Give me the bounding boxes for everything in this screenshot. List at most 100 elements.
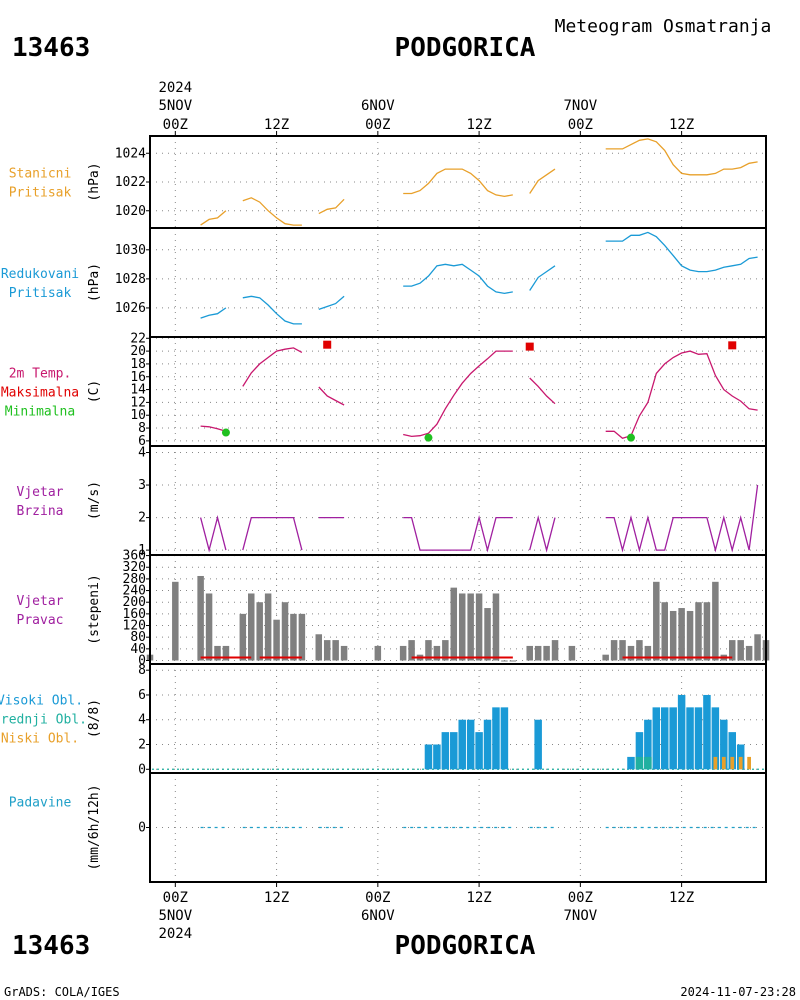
y-tick-label: 1030 bbox=[115, 243, 146, 258]
direction-bar bbox=[450, 587, 458, 661]
direction-bar bbox=[290, 613, 297, 661]
y-tick-label: 1026 bbox=[115, 301, 146, 316]
direction-bar bbox=[728, 640, 736, 661]
tmin-marker bbox=[221, 428, 230, 437]
x-date-label-bottom: 7NOV bbox=[563, 908, 597, 924]
y-axis-label: (hPa) bbox=[87, 162, 102, 201]
high-cloud-bar bbox=[669, 707, 677, 770]
series-line bbox=[403, 168, 513, 198]
direction-bar bbox=[627, 645, 635, 661]
high-cloud-bar bbox=[500, 707, 509, 770]
x-tick-label-top: 00Z bbox=[365, 117, 390, 133]
mid-cloud-bar bbox=[644, 756, 652, 770]
x-date-label-bottom: 6NOV bbox=[361, 908, 395, 924]
direction-bar bbox=[551, 640, 559, 661]
panel-label-line: Maksimalna bbox=[1, 386, 79, 401]
y-axis-label: (8/8) bbox=[87, 699, 102, 738]
y-tick-label: 1022 bbox=[115, 175, 146, 190]
low-cloud-bar bbox=[738, 756, 743, 770]
series-line bbox=[242, 295, 302, 325]
series-line bbox=[529, 515, 556, 553]
low-cloud-bar bbox=[730, 756, 735, 770]
x-tick-label-bottom: 00Z bbox=[163, 890, 188, 906]
station-id-bottom: 13463 bbox=[12, 931, 90, 961]
series-line bbox=[242, 347, 303, 387]
low-cloud-bar bbox=[721, 756, 726, 770]
y-tick-label: 160 bbox=[123, 607, 146, 622]
high-cloud-bar bbox=[458, 719, 466, 770]
direction-bar bbox=[298, 613, 306, 661]
low-cloud-bar bbox=[747, 756, 751, 770]
tmax-marker bbox=[525, 342, 534, 351]
series-line bbox=[529, 265, 556, 291]
series-line bbox=[318, 386, 345, 406]
direction-bar bbox=[509, 660, 517, 662]
y-tick-label: 6 bbox=[138, 434, 146, 449]
direction-bar bbox=[695, 602, 702, 661]
high-cloud-bar bbox=[728, 732, 736, 770]
high-cloud-bar bbox=[644, 719, 652, 770]
x-tick-label-bottom: 12Z bbox=[466, 890, 491, 906]
y-tick-label: 1020 bbox=[115, 204, 146, 219]
high-cloud-bar bbox=[441, 732, 450, 770]
direction-bar bbox=[686, 610, 694, 661]
panel-label-line: Minimalna bbox=[5, 405, 75, 420]
x-tick-label-bottom: 00Z bbox=[365, 890, 390, 906]
high-cloud-bar bbox=[686, 707, 694, 770]
direction-bar bbox=[543, 645, 550, 661]
panel-frame bbox=[149, 227, 767, 338]
direction-bar bbox=[534, 645, 542, 661]
panel-label-line: Pravac bbox=[17, 613, 64, 628]
series-line bbox=[200, 307, 227, 319]
direction-bar bbox=[197, 575, 204, 661]
y-tick-label: 22 bbox=[130, 331, 146, 346]
panel-label-line: Vjetar bbox=[17, 485, 64, 500]
high-cloud-bar bbox=[483, 719, 492, 770]
panel-label-line: Pritisak bbox=[9, 286, 72, 301]
y-tick-label: 12 bbox=[130, 395, 146, 410]
panel-label-line: Redukovani bbox=[1, 267, 79, 282]
direction-bar bbox=[636, 640, 643, 661]
y-tick-label: 14 bbox=[130, 383, 146, 398]
series-line bbox=[318, 198, 345, 215]
high-cloud-bar bbox=[720, 719, 728, 770]
x-tick-label-top: 12Z bbox=[669, 117, 694, 133]
series-line bbox=[318, 295, 345, 311]
station-name-top: PODGORICA bbox=[395, 33, 536, 63]
y-tick-label: 40 bbox=[130, 642, 146, 657]
y-tick-label: 10 bbox=[130, 408, 146, 423]
direction-bar bbox=[214, 645, 221, 661]
y-tick-label: 200 bbox=[123, 595, 146, 610]
y-tick-label: 240 bbox=[123, 584, 146, 599]
y-tick-label: 1028 bbox=[115, 272, 146, 287]
y-tick-label: 6 bbox=[138, 688, 146, 703]
direction-bar bbox=[264, 593, 272, 661]
series-line bbox=[199, 515, 227, 553]
series-line bbox=[605, 350, 758, 440]
series-line bbox=[529, 168, 556, 194]
high-cloud-bar bbox=[652, 707, 661, 770]
x-tick-label-top: 00Z bbox=[568, 117, 593, 133]
series-line bbox=[605, 484, 759, 553]
direction-bar bbox=[712, 581, 719, 661]
series-line bbox=[529, 377, 556, 405]
direction-bar bbox=[526, 645, 533, 661]
direction-bar bbox=[323, 640, 331, 661]
direction-bar bbox=[408, 640, 415, 661]
grid-lines bbox=[150, 136, 766, 882]
panel-label-line: Vjetar bbox=[17, 594, 64, 609]
direction-bar bbox=[458, 593, 466, 661]
high-cloud-bar bbox=[433, 744, 441, 770]
station-name-bottom: PODGORICA bbox=[395, 931, 536, 961]
x-tick-label-bottom: 12Z bbox=[669, 890, 694, 906]
high-cloud-bar bbox=[450, 732, 458, 770]
y-tick-label: 0 bbox=[138, 762, 146, 777]
direction-bar bbox=[315, 634, 323, 661]
direction-bar bbox=[374, 645, 382, 661]
direction-bar bbox=[248, 593, 255, 661]
direction-bar bbox=[239, 613, 247, 661]
x-tick-label-bottom: 00Z bbox=[568, 890, 593, 906]
series-line bbox=[200, 425, 227, 432]
series-line bbox=[403, 263, 513, 295]
